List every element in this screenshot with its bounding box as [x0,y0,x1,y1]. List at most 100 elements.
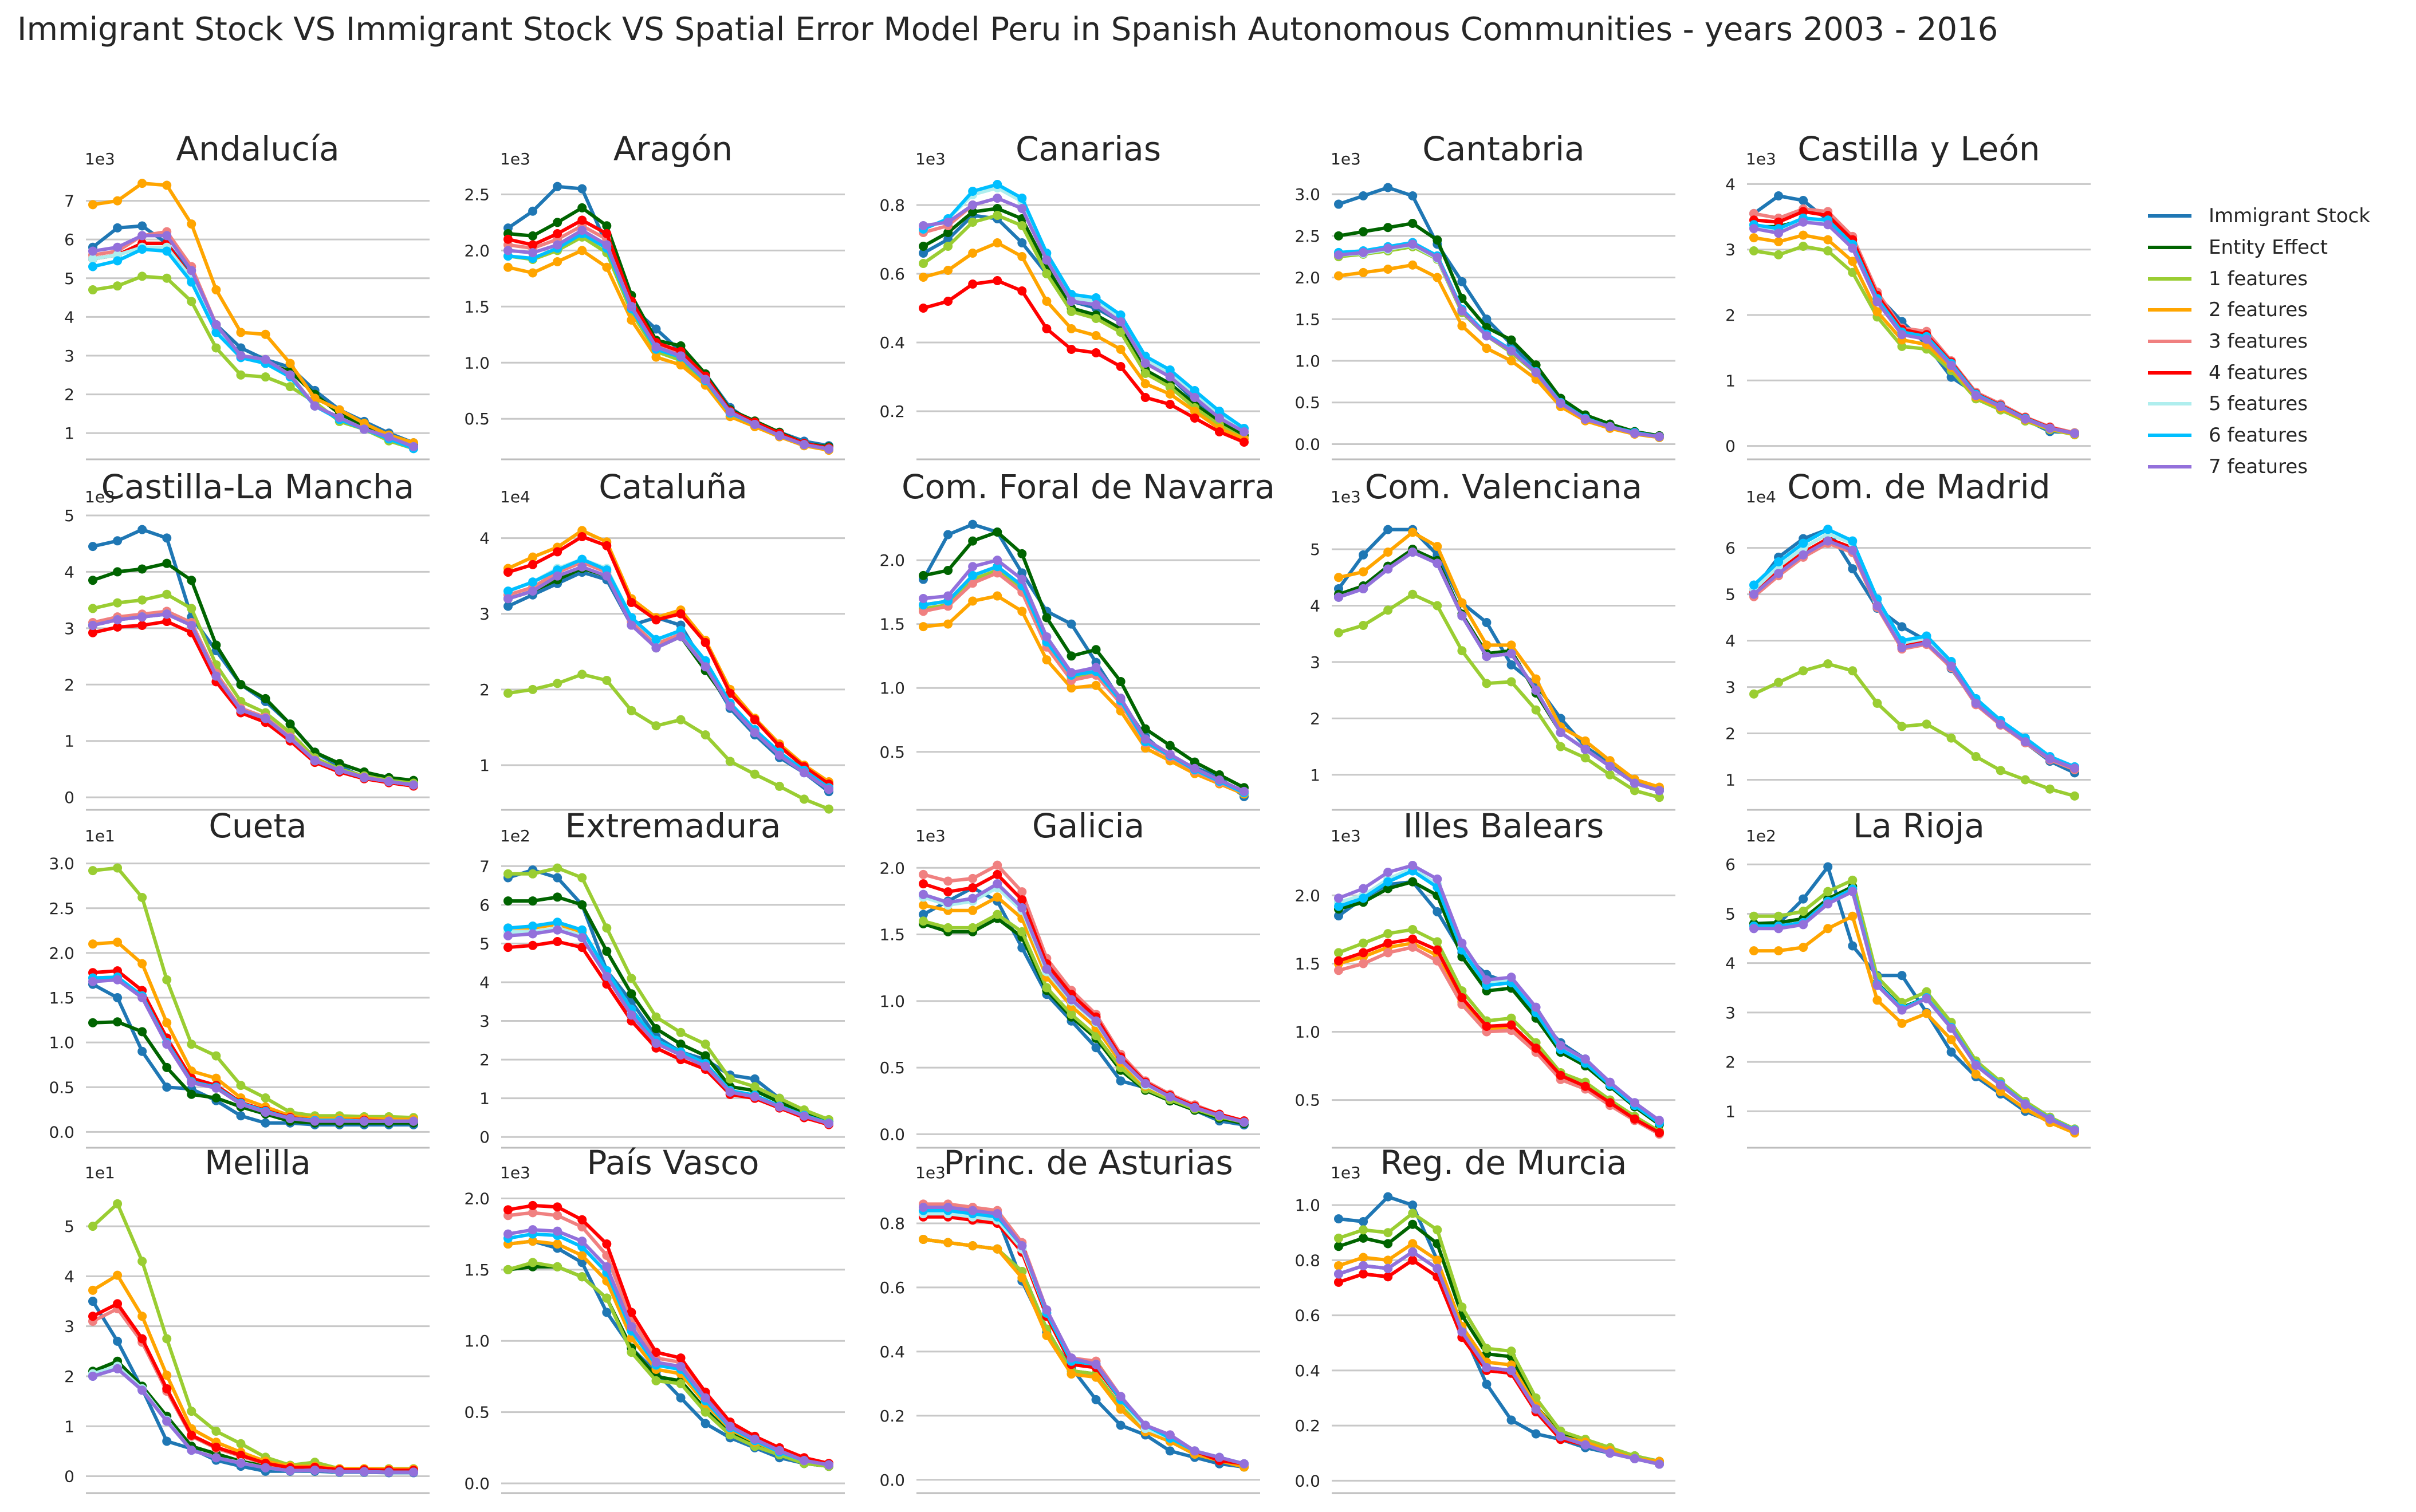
data-point [577,1237,587,1246]
panel-reg-de-murcia: 0.0 0.2 0.4 0.6 0.8 1.0 1e3 Reg. de Murcia [1294,1143,1675,1494]
data-point [261,355,270,364]
series-entity-effect [919,914,1249,1128]
data-point [1334,1214,1343,1224]
data-point [627,1322,636,1332]
panel-title: Cataluña [599,467,747,506]
data-point [113,196,123,206]
data-point [968,873,978,883]
data-point [676,632,686,641]
data-point [162,1436,172,1446]
data-point [1116,1392,1126,1401]
data-point [1091,300,1101,309]
data-point [750,1082,760,1092]
data-point [88,285,97,295]
data-point [577,873,587,883]
data-point [2045,784,2055,794]
data-point [1971,752,1981,762]
data-point [113,975,123,985]
data-point [1334,271,1343,281]
data-point [1580,414,1590,424]
data-point [1165,1446,1175,1456]
data-point [162,533,172,543]
y-tick-label: 2 [64,385,74,404]
series-line [1338,530,1660,789]
data-point [1848,536,1858,546]
data-point [162,1416,172,1426]
series-1-features [1334,589,1664,802]
data-point [1408,239,1418,249]
panel-melilla: 0 1 2 3 4 5 1e1 Melilla [64,1143,430,1494]
y-tick-label: 4 [1725,954,1736,973]
data-point [1383,1255,1393,1265]
series-3-features [1334,942,1664,1139]
data-point [1433,1263,1442,1273]
data-point [577,246,587,255]
data-point [627,1348,636,1357]
data-point [750,420,760,430]
data-point [919,1234,928,1244]
data-point [1922,994,1931,1003]
data-point [1605,770,1615,779]
series-line [923,1238,1245,1469]
y-tick-label: 0.0 [1294,1471,1320,1490]
y-tick-label: 4 [479,529,490,548]
series-5-features [88,609,418,790]
data-point [651,342,661,352]
y-tick-label: 1 [479,1089,490,1108]
data-point [359,1116,369,1126]
data-point [1359,1225,1368,1235]
data-point [1433,956,1442,966]
y-tick-label: 5 [479,934,490,953]
data-point [1605,1098,1615,1108]
series-line [1338,550,1660,793]
data-point [211,671,221,681]
data-point [236,705,246,715]
data-point [1383,1228,1393,1238]
data-point [1408,1247,1418,1257]
data-point [1774,229,1784,238]
data-point [577,1215,587,1224]
data-point [1359,948,1368,958]
data-point [1457,598,1467,608]
data-point [701,1419,710,1428]
panel-title: Galicia [1032,806,1144,845]
series-7-features [1334,1247,1664,1469]
data-point [1359,1253,1368,1262]
series-line [92,620,414,788]
data-point [1749,946,1758,956]
y-tick-label: 5 [1725,585,1736,604]
data-point [1214,1111,1224,1120]
data-point [113,622,123,632]
series-line [1752,532,2076,769]
data-point [651,1024,661,1034]
data-point [1531,705,1541,715]
series-entity-effect [1334,877,1664,1129]
data-point [602,240,612,250]
data-point [943,218,953,227]
data-point [577,215,587,225]
data-point [310,756,320,766]
data-point [553,182,562,191]
data-point [1897,341,1907,351]
data-point [211,1083,221,1093]
legend-swatch [2148,402,2191,406]
data-point [725,688,735,698]
panel-title: Com. Foral de Navarra [902,467,1275,506]
data-point [553,679,562,688]
y-tick-label: 0.5 [1294,1091,1320,1110]
series-line [507,535,830,786]
data-point [651,721,661,731]
data-point [162,589,172,599]
y-tick-label: 2 [479,1050,490,1069]
panels-grid: 1 2 3 4 5 6 7 1e3 Andalucía 0.5 1.0 1.5 2.0 2.5 1e3 Ara… [49,129,2091,1494]
y-tick-label: 3 [479,605,490,624]
data-point [211,1442,221,1452]
y-tick-label: 0 [479,1128,490,1147]
data-point [285,733,295,743]
data-point [553,1226,562,1236]
data-point [824,1119,833,1128]
data-point [1799,242,1808,251]
data-point [1214,1452,1224,1462]
data-point [993,879,1002,889]
